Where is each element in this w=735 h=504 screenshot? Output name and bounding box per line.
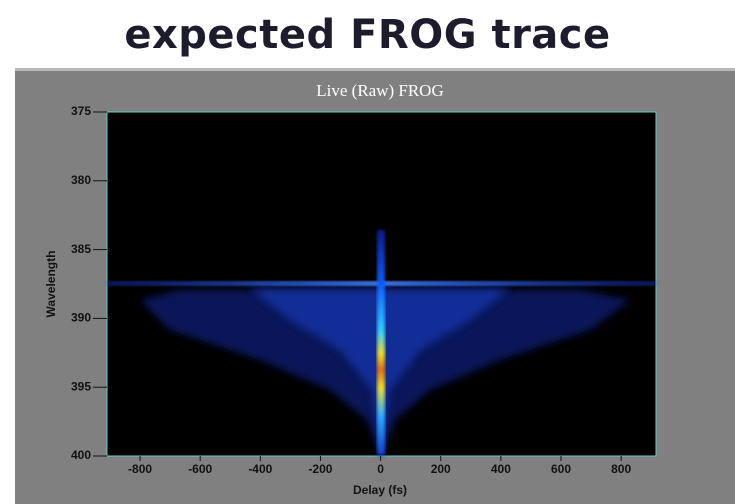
y-tick-label: 380 [71, 173, 91, 187]
page: expected FROG trace Live (Raw) FROG Dela… [0, 0, 735, 504]
chart: Live (Raw) FROG Delay (fs) Wavelength 37… [0, 0, 735, 504]
x-tick-label: -200 [308, 462, 332, 476]
y-axis-label: Wavelength [44, 251, 58, 318]
panel-edge [15, 68, 735, 71]
y-tick-label: 390 [71, 311, 91, 325]
x-tick-label: -400 [248, 462, 272, 476]
x-axis-label: Delay (fs) [353, 483, 407, 497]
x-tick-label: 600 [551, 462, 571, 476]
chart-title: Live (Raw) FROG [316, 81, 443, 100]
x-tick-label: 0 [377, 462, 384, 476]
y-tick-label: 400 [71, 448, 91, 462]
y-tick-label: 375 [71, 104, 91, 118]
trace-spike [377, 230, 385, 455]
x-tick-label: -600 [188, 462, 212, 476]
x-tick-label: 800 [611, 462, 631, 476]
x-tick-label: 400 [491, 462, 511, 476]
y-tick-label: 385 [71, 242, 91, 256]
x-tick-label: 200 [431, 462, 451, 476]
y-tick-label: 395 [71, 379, 91, 393]
x-tick-label: -800 [128, 462, 152, 476]
